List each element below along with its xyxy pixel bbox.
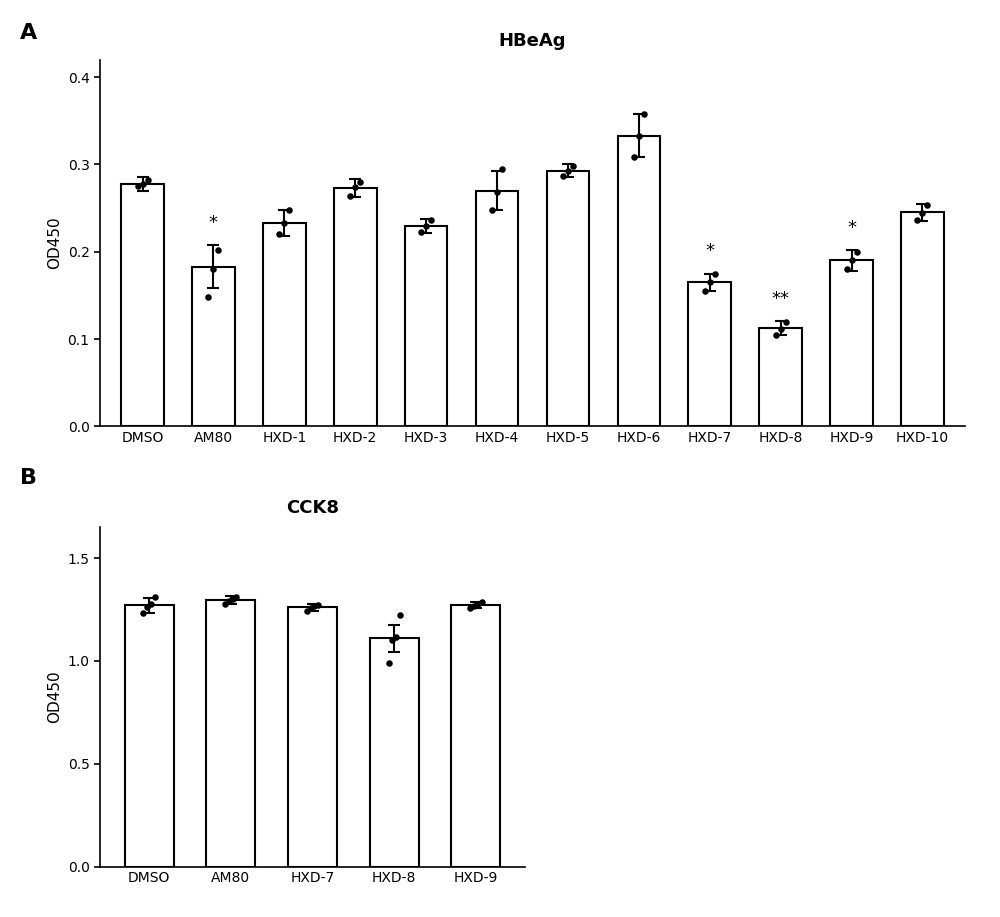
Point (702, 275, 718, 290)
Text: *: * (847, 219, 856, 237)
Point (778, 315, 794, 329)
Point (228, 590, 244, 604)
Bar (476, 191, 518, 426)
Point (494, 161, 510, 176)
Point (299, 603, 315, 618)
Point (392, 607, 408, 622)
Point (135, 605, 151, 620)
Point (143, 596, 159, 611)
Point (271, 226, 287, 241)
Point (844, 253, 860, 268)
Bar (263, 223, 306, 426)
Title: HBeAg: HBeAg (499, 32, 566, 50)
Point (565, 159, 581, 173)
Bar (125, 605, 174, 867)
Point (484, 203, 500, 217)
Point (560, 164, 576, 179)
Text: **: ** (772, 290, 790, 307)
Point (849, 245, 865, 260)
Point (306, 599, 322, 613)
Point (217, 596, 233, 611)
Bar (334, 188, 377, 426)
Point (914, 206, 930, 221)
Point (347, 180, 363, 194)
Point (310, 598, 326, 613)
Bar (618, 136, 660, 426)
Point (773, 321, 789, 336)
Point (636, 106, 652, 121)
Point (140, 172, 156, 187)
Text: *: * (705, 242, 714, 260)
Title: CCK8: CCK8 (286, 500, 339, 517)
Bar (830, 260, 873, 426)
Point (139, 600, 155, 614)
Point (423, 213, 439, 227)
Bar (759, 327, 802, 426)
Point (466, 599, 482, 613)
Point (200, 290, 216, 304)
Point (919, 198, 935, 213)
Bar (688, 282, 731, 426)
Point (839, 262, 855, 277)
Point (555, 169, 571, 183)
Point (135, 176, 151, 191)
Point (276, 215, 292, 230)
Point (384, 633, 400, 647)
Point (381, 656, 397, 670)
Point (281, 203, 297, 217)
Point (470, 596, 486, 611)
Bar (288, 607, 337, 867)
Point (205, 262, 221, 277)
Text: B: B (20, 468, 37, 488)
Point (130, 179, 146, 193)
Bar (206, 601, 255, 867)
Point (474, 595, 490, 610)
Text: A: A (20, 23, 37, 43)
Point (418, 219, 434, 234)
Bar (405, 226, 447, 426)
Bar (451, 605, 500, 867)
Point (221, 594, 237, 609)
Bar (121, 183, 164, 426)
Point (342, 189, 358, 204)
Y-axis label: OD450: OD450 (47, 216, 62, 270)
Point (626, 150, 642, 165)
Text: *: * (209, 214, 218, 232)
Point (210, 243, 226, 258)
Y-axis label: OD450: OD450 (47, 670, 62, 724)
Point (413, 225, 429, 239)
Bar (547, 171, 589, 426)
Bar (192, 267, 235, 426)
Point (225, 591, 241, 606)
Point (707, 266, 723, 281)
Point (462, 602, 478, 616)
Point (768, 327, 784, 342)
Point (631, 129, 647, 144)
Point (352, 174, 368, 189)
Bar (901, 213, 944, 426)
Point (489, 185, 505, 200)
Point (147, 590, 163, 604)
Point (697, 283, 713, 298)
Point (909, 213, 925, 227)
Point (303, 602, 319, 616)
Point (388, 629, 404, 644)
Bar (370, 638, 419, 867)
